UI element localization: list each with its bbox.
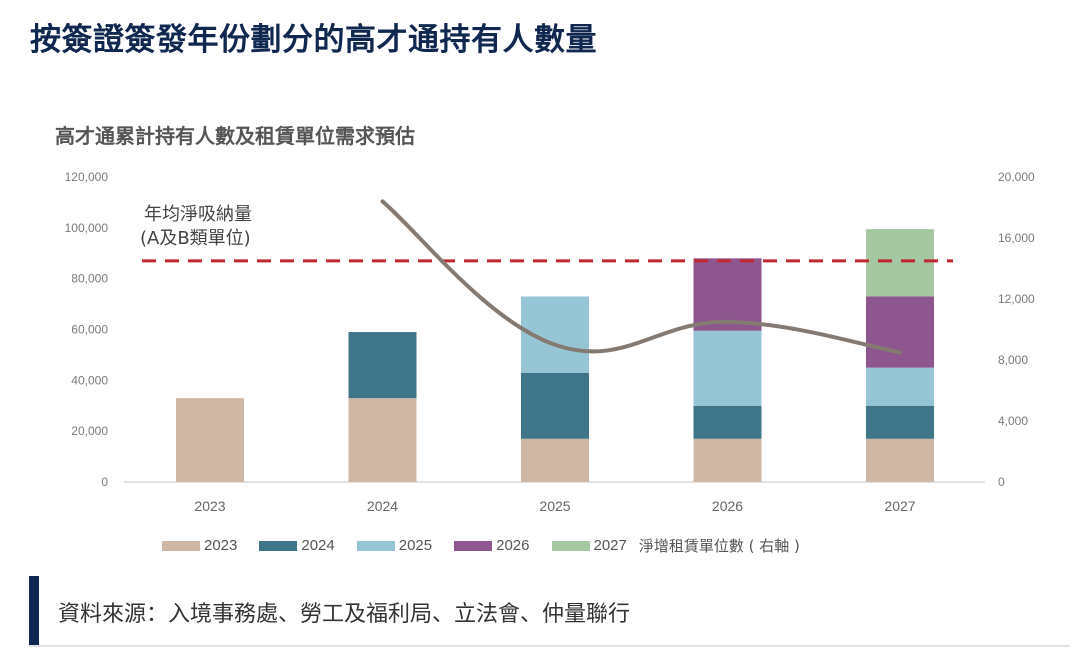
source-accent-bar <box>29 576 39 646</box>
y-tick-label: 120,000 <box>65 170 109 184</box>
y2-tick-label: 0 <box>998 475 1005 489</box>
y-tick-label: 40,000 <box>71 373 108 387</box>
legend-swatch <box>551 540 590 551</box>
legend-swatch <box>259 540 298 551</box>
x-tick-label: 2023 <box>194 498 225 514</box>
legend-item-line: 淨增租賃單位數 ( 右軸 ) <box>639 535 800 556</box>
legend-item-2027: 2027 <box>551 537 627 554</box>
y2-tick-label: 20,000 <box>998 170 1035 184</box>
bar-segment-2026-2023 <box>693 438 762 482</box>
legend-label: 2023 <box>204 537 238 554</box>
page-title: 按簽證簽發年份劃分的高才通持有人數量 <box>30 22 597 58</box>
x-tick-label: 2024 <box>367 498 398 514</box>
bar-segment-2024-2023 <box>348 398 417 482</box>
y-tick-label: 80,000 <box>71 272 108 286</box>
legend-swatch <box>162 540 200 551</box>
net-rental-units-line <box>380 199 902 355</box>
y-tick-label: 20,000 <box>71 424 108 438</box>
reference-line-sublabel: (A及B類單位) <box>140 228 251 249</box>
footer-divider <box>29 645 1070 647</box>
chart-title: 高才通累計持有人數及租賃單位需求預估 <box>55 124 415 148</box>
bar-segment-2024-2024 <box>348 332 417 399</box>
y2-tick-label: 16,000 <box>998 231 1035 245</box>
bar-segment-2027-2025 <box>866 367 934 406</box>
legend-swatch <box>454 540 493 551</box>
x-axis-ticks: 2023 2024 2025 2026 2027 <box>194 498 915 514</box>
legend-label: 2025 <box>398 537 433 554</box>
bar-segment-2026-2025 <box>693 330 762 406</box>
bar-segment-2027-2023 <box>866 438 934 482</box>
y-tick-label: 100,000 <box>65 221 109 235</box>
y2-tick-label: 12,000 <box>998 292 1035 306</box>
stacked-bar-chart: 020,00040,00060,00080,000100,000120,000 … <box>65 170 1035 514</box>
legend-label: 2027 <box>593 537 627 554</box>
x-tick-label: 2025 <box>539 498 570 514</box>
bar-segment-2023-2023 <box>176 398 244 482</box>
x-tick-label: 2026 <box>712 498 743 514</box>
legend-item-2024: 2024 <box>259 537 335 554</box>
bar-segment-2027-2027 <box>866 229 934 297</box>
chart-legend: 2023 2024 2025 2026 2027 淨增租賃單位數 ( 右軸 ) <box>162 535 800 556</box>
y-tick-label: 0 <box>101 475 108 489</box>
bar-segment-2025-2024 <box>521 372 589 439</box>
reference-line-label: 年均淨吸納量 <box>144 204 252 225</box>
bar-segment-2025-2023 <box>521 438 589 482</box>
y2-tick-label: 8,000 <box>998 353 1028 367</box>
legend-swatch <box>356 540 395 551</box>
bar-segment-2026-2026 <box>693 258 762 331</box>
legend-label: 2024 <box>301 537 335 554</box>
legend-label-line: 淨增租賃單位數 ( 右軸 ) <box>638 537 800 555</box>
right-axis-ticks: 0 4,000 8,000 12,000 16,000 20,000 <box>998 170 1035 489</box>
bar-segment-2027-2024 <box>866 405 934 439</box>
left-axis-ticks: 0 20,000 40,000 60,000 80,000 100,000 120,000 <box>65 170 109 489</box>
legend-label: 2026 <box>496 537 530 554</box>
x-tick-label: 2027 <box>884 498 915 514</box>
source-note: 資料來源：入境事務處、勞工及福利局、立法會、仲量聯行 <box>58 602 631 627</box>
bars <box>176 229 934 482</box>
bar-segment-2027-2026 <box>866 296 934 368</box>
y-tick-label: 60,000 <box>71 323 108 337</box>
y2-tick-label: 4,000 <box>998 414 1028 428</box>
legend-item-2025: 2025 <box>356 537 433 554</box>
legend-item-2023: 2023 <box>162 537 237 554</box>
legend-item-2026: 2026 <box>454 537 530 554</box>
bar-segment-2026-2024 <box>693 405 762 439</box>
